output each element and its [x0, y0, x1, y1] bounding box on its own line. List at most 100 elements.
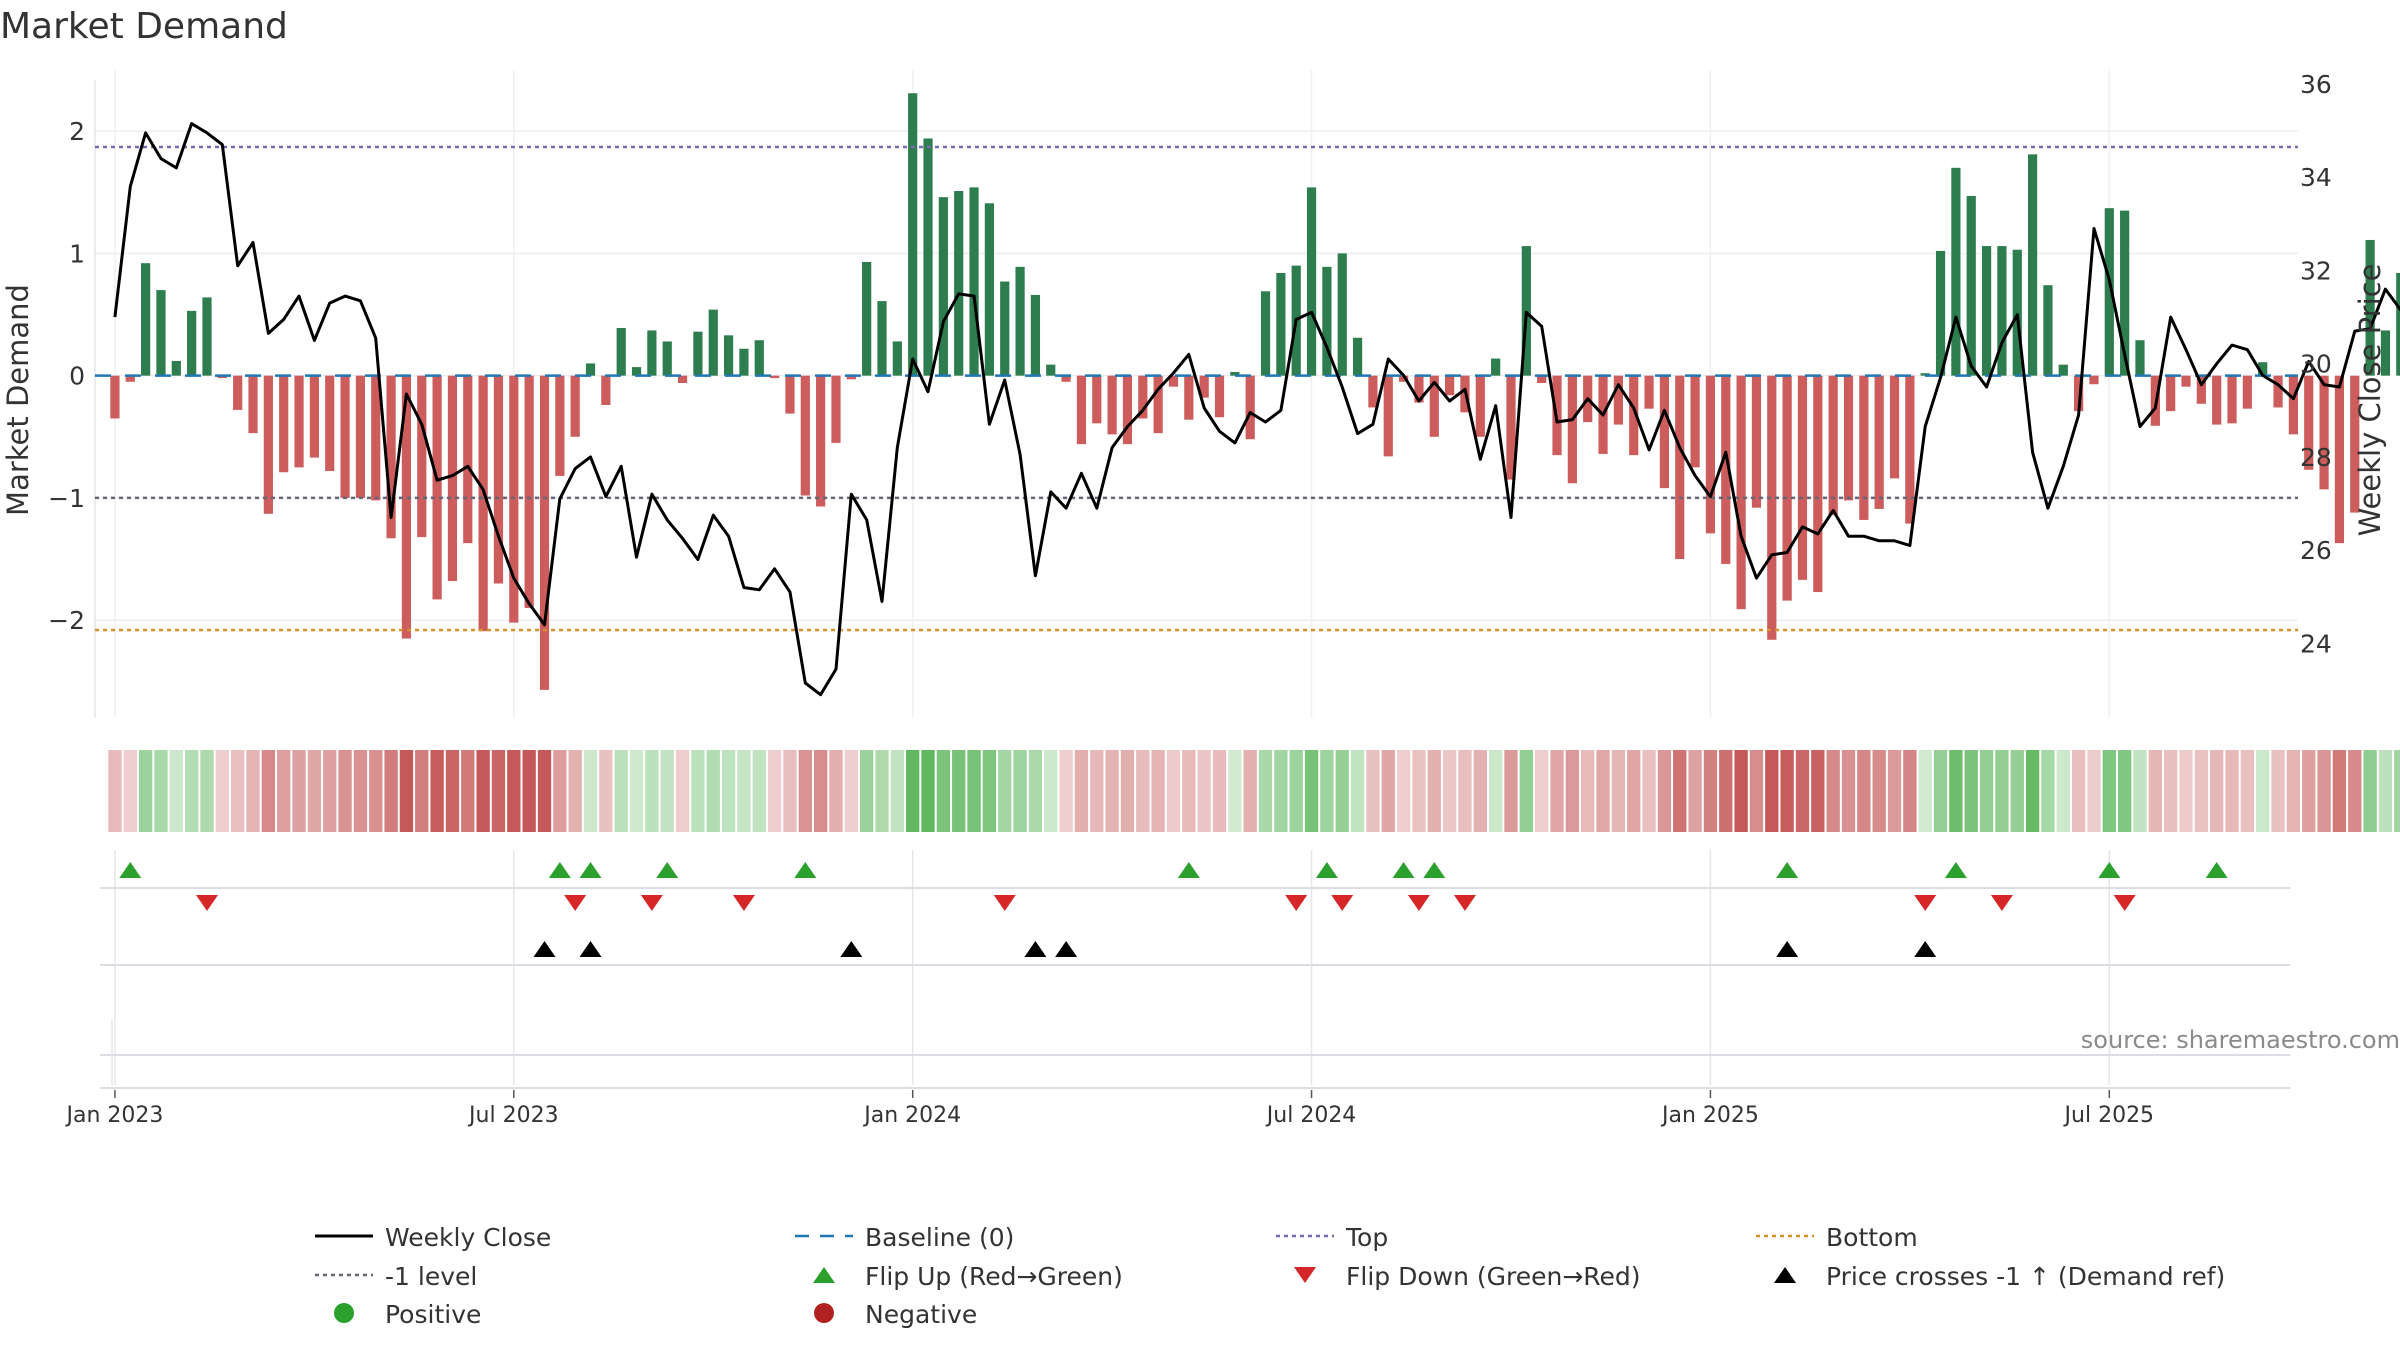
demand-bar [984, 203, 994, 376]
demand-bar [1537, 375, 1547, 383]
strip-cell [1673, 750, 1687, 832]
demand-bar [1322, 266, 1332, 376]
flip-up-marker [656, 862, 679, 878]
right-axis-ticks: 36 34 32 30 28 26 24 [2300, 70, 2332, 658]
price-cross-marker [1776, 941, 1799, 957]
demand-bar [785, 375, 795, 414]
strip-cell [307, 750, 322, 832]
demand-bar [892, 341, 902, 376]
strip-cell [2210, 750, 2224, 832]
demand-bar [601, 375, 611, 406]
y2-tick-label: 26 [2300, 536, 2332, 565]
demand-bar [2380, 330, 2391, 376]
flip-down-marker [993, 895, 1016, 911]
strip-cell [2286, 750, 2301, 832]
strip-cell [445, 750, 460, 832]
demand-bar [447, 375, 458, 582]
strip-cell [231, 750, 245, 832]
strip-cell [1826, 750, 1840, 832]
left-axis-ticks: 2 1 0 −1 −2 [48, 117, 85, 635]
strip-cell [1918, 750, 1932, 832]
strip-cell [1304, 750, 1319, 832]
strip-cell [108, 750, 122, 832]
strip-cell [859, 750, 874, 832]
legend: Weekly Close Baseline (0) Top Bottom -1 leve… [315, 1223, 2225, 1329]
demand-bar [417, 375, 427, 538]
strip-cell [399, 750, 414, 832]
y-tick-label: 0 [69, 362, 85, 391]
y-tick-label: 2 [69, 117, 85, 146]
demand-bar [708, 309, 718, 376]
strip-cell [1596, 750, 1610, 832]
strip-cell [323, 750, 337, 832]
strip-cell [1488, 750, 1503, 832]
strip-cell [277, 750, 291, 832]
strip-cell [1765, 750, 1779, 832]
strip-cell [890, 750, 905, 832]
y2-tick-label: 34 [2300, 163, 2332, 192]
strip-cell [1427, 750, 1441, 832]
strip-cell [2256, 750, 2270, 832]
strip-cell [1228, 750, 1242, 832]
flip-down-marker [2113, 895, 2136, 911]
demand-bar [432, 375, 442, 600]
legend-label: Baseline (0) [865, 1223, 1014, 1252]
demand-bar [693, 331, 703, 376]
legend-item: Negative [814, 1300, 977, 1329]
demand-bar [1030, 294, 1041, 376]
demand-bar [1675, 375, 1685, 560]
strip-cell [1657, 750, 1672, 832]
demand-bar [1951, 167, 1961, 376]
strip-cell [1212, 750, 1227, 832]
demand-bar [2120, 210, 2130, 376]
demand-bar [1168, 375, 1179, 387]
demand-bar [2258, 362, 2268, 376]
demand-bar [463, 375, 473, 544]
strip-cell [1182, 750, 1196, 832]
demand-bar [1092, 375, 1102, 424]
demand-bar [1000, 281, 1010, 376]
flip-down-marker [732, 895, 755, 911]
demand-bar [1491, 358, 1501, 376]
strip-cell [783, 750, 797, 832]
strip-cell [553, 750, 567, 832]
strip-cell [2363, 750, 2377, 832]
demand-bar [309, 375, 319, 458]
strip-cell [430, 750, 444, 832]
demand-bar [1245, 375, 1255, 440]
flip-up-marker [579, 862, 602, 878]
flip-up-marker [2098, 862, 2121, 878]
strip-cell [1151, 750, 1165, 832]
demand-bar [1445, 375, 1455, 396]
demand-bar [1306, 187, 1317, 376]
strip-cell [369, 750, 383, 832]
demand-bar [1736, 375, 1746, 610]
demand-bar [2012, 249, 2022, 376]
legend-item: Weekly Close [315, 1223, 551, 1252]
date-tick-label: Jan 2023 [64, 1103, 163, 1128]
strip-cell [1320, 750, 1334, 832]
legend-swatch [334, 1303, 354, 1323]
flip-up-marker [1776, 862, 1799, 878]
date-tick-label: Jul 2023 [467, 1103, 559, 1128]
strip-cell [184, 750, 199, 832]
demand-bar [2166, 375, 2176, 412]
strip-cell [952, 750, 966, 832]
strip-cell [2041, 750, 2055, 832]
demand-bar [125, 375, 135, 382]
strip-cell [169, 750, 183, 832]
strip-cell [2010, 750, 2024, 832]
legend-item: Top [1276, 1223, 1388, 1252]
strip-cell [906, 750, 920, 832]
strip-cell [2087, 750, 2101, 832]
strip-cell [2394, 750, 2400, 832]
demand-bar [2089, 375, 2099, 385]
demand-bar [677, 375, 688, 383]
demand-bar [1981, 246, 1992, 376]
strip-cell [415, 750, 429, 832]
demand-bar [171, 360, 181, 376]
flip-down-marker [1914, 895, 1937, 911]
strip-cell [1243, 750, 1257, 832]
strip-cell [1933, 750, 1948, 832]
